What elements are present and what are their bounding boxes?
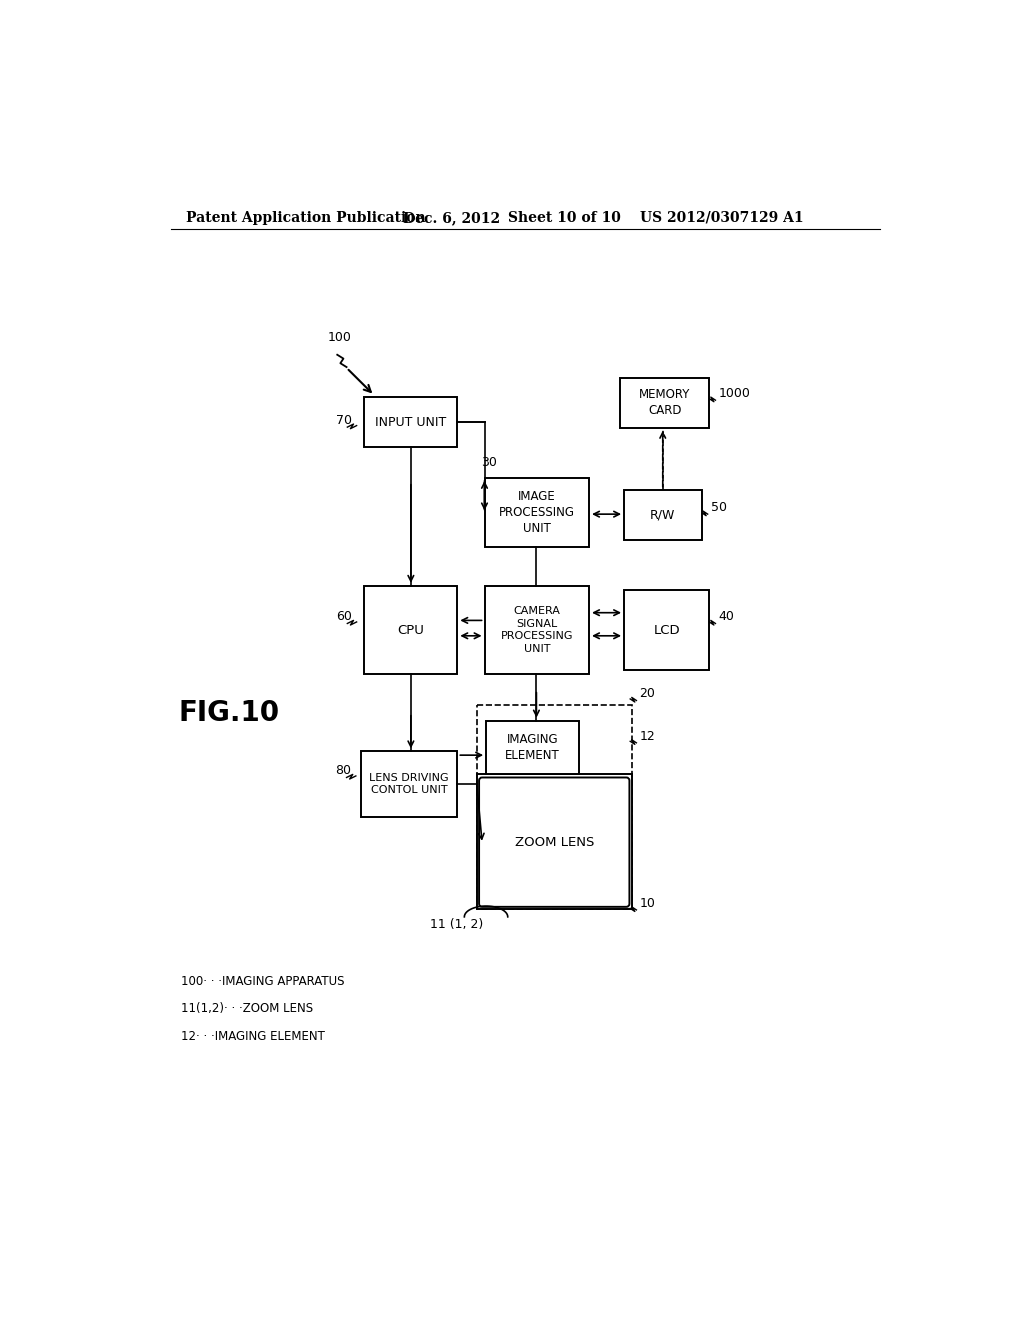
Text: 12: 12: [640, 730, 655, 743]
Text: 11(1,2)· · ·ZOOM LENS: 11(1,2)· · ·ZOOM LENS: [180, 1002, 312, 1015]
FancyBboxPatch shape: [624, 490, 701, 540]
FancyBboxPatch shape: [477, 775, 632, 909]
Text: ZOOM LENS: ZOOM LENS: [515, 836, 594, 849]
Text: 1000: 1000: [719, 387, 751, 400]
Text: 40: 40: [719, 610, 734, 623]
Text: 20: 20: [640, 688, 655, 701]
Text: 80: 80: [335, 764, 351, 777]
Text: US 2012/0307129 A1: US 2012/0307129 A1: [640, 211, 803, 224]
FancyBboxPatch shape: [360, 751, 458, 817]
Text: Dec. 6, 2012: Dec. 6, 2012: [403, 211, 501, 224]
Text: Sheet 10 of 10: Sheet 10 of 10: [508, 211, 621, 224]
Text: Patent Application Publication: Patent Application Publication: [186, 211, 426, 224]
FancyBboxPatch shape: [624, 590, 710, 671]
Text: 30: 30: [480, 457, 497, 470]
Text: LENS DRIVING
CONTOL UNIT: LENS DRIVING CONTOL UNIT: [369, 772, 449, 795]
Text: IMAGE
PROCESSING
UNIT: IMAGE PROCESSING UNIT: [499, 490, 574, 535]
Text: LCD: LCD: [653, 623, 680, 636]
Text: 100· · ·IMAGING APPARATUS: 100· · ·IMAGING APPARATUS: [180, 974, 344, 987]
Text: 12· · ·IMAGING ELEMENT: 12· · ·IMAGING ELEMENT: [180, 1030, 325, 1043]
FancyBboxPatch shape: [621, 378, 710, 428]
FancyBboxPatch shape: [477, 705, 632, 909]
Text: IMAGING
ELEMENT: IMAGING ELEMENT: [505, 733, 560, 762]
FancyBboxPatch shape: [484, 586, 589, 675]
Text: 11 (1, 2): 11 (1, 2): [430, 919, 483, 932]
FancyBboxPatch shape: [365, 397, 458, 447]
Text: MEMORY
CARD: MEMORY CARD: [639, 388, 690, 417]
Text: INPUT UNIT: INPUT UNIT: [375, 416, 446, 429]
Text: 70: 70: [336, 414, 351, 428]
Text: CPU: CPU: [397, 623, 424, 636]
Text: 10: 10: [640, 896, 655, 909]
FancyBboxPatch shape: [479, 777, 630, 907]
Text: CAMERA
SIGNAL
PROCESSING
UNIT: CAMERA SIGNAL PROCESSING UNIT: [501, 606, 573, 653]
Text: 100: 100: [328, 331, 352, 345]
FancyBboxPatch shape: [484, 478, 589, 548]
FancyBboxPatch shape: [365, 586, 458, 675]
Text: 60: 60: [336, 610, 351, 623]
Text: R/W: R/W: [650, 508, 676, 521]
FancyBboxPatch shape: [486, 721, 579, 775]
Text: FIG.10: FIG.10: [178, 698, 280, 727]
Text: 50: 50: [711, 502, 727, 513]
